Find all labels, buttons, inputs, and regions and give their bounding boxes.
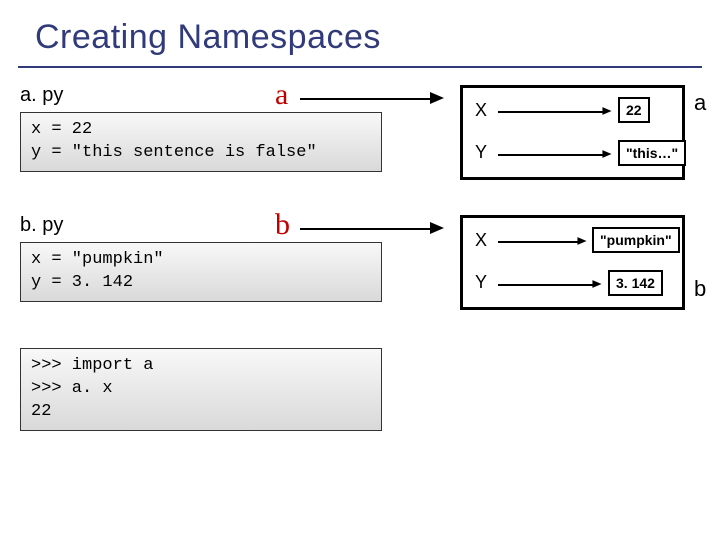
ns-a-y-head-icon (602, 150, 611, 158)
arrow-a-line (300, 98, 430, 100)
ns-b-val-x: "pumpkin" (592, 227, 680, 253)
ns-a-x-line (498, 111, 603, 113)
ns-b-x-line (498, 241, 578, 243)
ns-a-label: a (694, 90, 706, 116)
repl-code: >>> import a >>> a. x 22 (20, 348, 382, 431)
title-underline (18, 66, 702, 68)
arrow-b-head-icon (430, 222, 444, 234)
ns-b-x-head-icon (577, 237, 586, 245)
arrow-a-head-icon (430, 92, 444, 104)
file-a-code: x = 22 y = "this sentence is false" (20, 112, 382, 172)
ns-a-var-x: X (475, 100, 487, 121)
ns-a-val-x: 22 (618, 97, 650, 123)
ns-a-var-y: Y (475, 142, 487, 163)
ns-b-var-x: X (475, 230, 487, 251)
ns-a-x-head-icon (602, 107, 611, 115)
arrow-b-line (300, 228, 430, 230)
ns-a-y-line (498, 154, 603, 156)
file-a-label: a. py (20, 84, 63, 107)
ns-b-y-head-icon (592, 280, 601, 288)
file-b-label: b. py (20, 214, 63, 237)
ns-b-label: b (694, 276, 706, 302)
file-b-code: x = "pumpkin" y = 3. 142 (20, 242, 382, 302)
ns-letter-a: a (275, 78, 288, 112)
page-title: Creating Namespaces (35, 18, 381, 57)
ns-b-y-line (498, 284, 593, 286)
ns-a-val-y: "this…" (618, 140, 686, 166)
ns-letter-b: b (275, 208, 290, 242)
ns-b-var-y: Y (475, 272, 487, 293)
ns-b-val-y: 3. 142 (608, 270, 663, 296)
